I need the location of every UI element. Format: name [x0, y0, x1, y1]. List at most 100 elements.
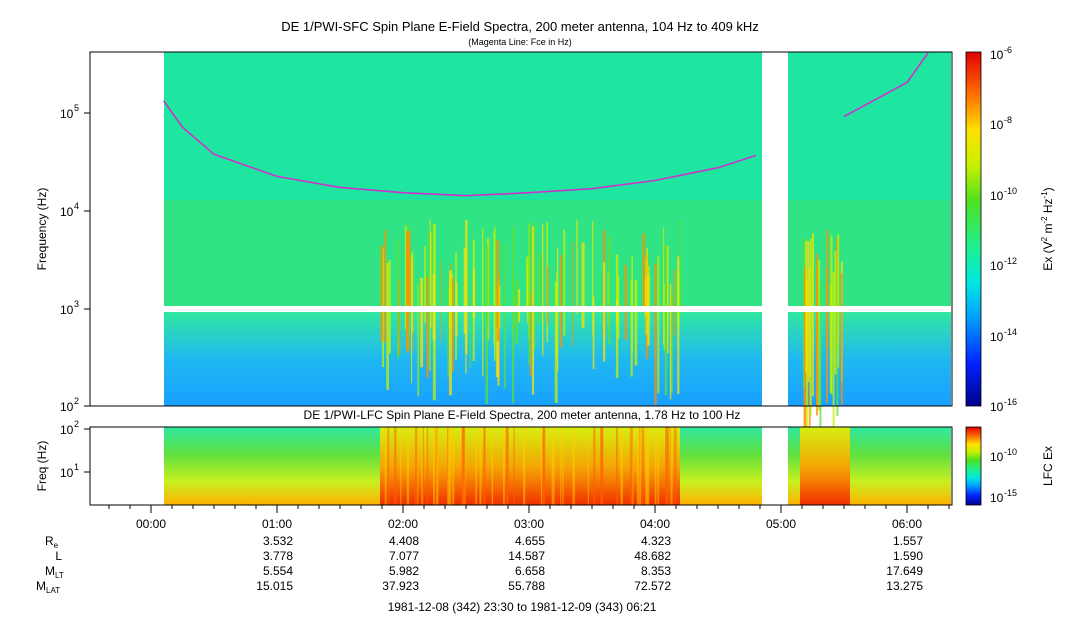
svg-text:-15: -15 [1004, 488, 1017, 498]
ephemeris-value: 14.587 [508, 549, 545, 563]
ephemeris-value: 48.682 [634, 549, 671, 563]
cbar-tick-1e-12: 10 -12 [990, 256, 1017, 273]
emission-streak [663, 284, 665, 351]
emission-streak [518, 289, 521, 323]
emission-streak [834, 251, 837, 375]
lfc-streak [645, 427, 648, 505]
ephemeris-row-label: MLAT [36, 579, 60, 595]
svg-text:-14: -14 [1004, 327, 1017, 337]
fce-line [162, 100, 757, 197]
emission-streak [592, 221, 594, 336]
lfc-streak [616, 427, 618, 505]
emission-streak [677, 272, 680, 327]
lfc-streak [560, 427, 562, 505]
svg-text:10: 10 [60, 466, 74, 480]
lfc-streak [506, 427, 509, 505]
lfc-streak [421, 427, 423, 505]
svg-text:10: 10 [60, 107, 74, 121]
emission-streak [408, 230, 411, 314]
lfc-streak [600, 427, 603, 505]
emission-streak [463, 247, 467, 334]
svg-text:10: 10 [60, 205, 74, 219]
ephemeris-value: 4.323 [641, 534, 671, 548]
sfc-colorbar: 10 -6 10 -8 10 -10 10 -12 10 -14 10 -16 Ex (V2… [965, 45, 1055, 414]
time-axis: 00:00 01:00 02:00 03:00 04:00 05:00 06:00 [90, 504, 952, 531]
ephemeris-row-label: MLT [45, 564, 64, 580]
sfc-spectrum-green-band [164, 200, 762, 306]
emission-streak [581, 242, 585, 329]
sfc-colorbar-label: Ex (V2 m-2 Hz-1) [1040, 187, 1055, 270]
emission-streak [449, 270, 452, 396]
emission-streak [465, 220, 468, 355]
lfc-streak [572, 427, 575, 505]
ephemeris-value: 5.982 [389, 564, 419, 578]
lfc-cbar-tick-1e-10: 10 -10 [990, 447, 1017, 464]
svg-text:-16: -16 [1004, 397, 1017, 407]
sfc-y-tick-1e4: 10 4 [60, 201, 90, 219]
lfc-streak [639, 427, 642, 505]
sfc-y-tick-1e3: 10 3 [60, 299, 90, 317]
sfc-range-gap [90, 306, 952, 312]
emission-streak [826, 268, 829, 403]
emission-streak [837, 234, 840, 368]
emission-streak [482, 228, 484, 377]
svg-text:-8: -8 [1004, 115, 1012, 125]
emission-streak [426, 276, 429, 378]
emission-streak [538, 253, 542, 324]
emission-streak [563, 229, 566, 336]
emission-streak [830, 235, 833, 395]
lfc-streak [414, 427, 418, 505]
ephemeris-value: 3.532 [263, 534, 293, 548]
sfc-spectrum-low [164, 312, 762, 406]
svg-text:-10: -10 [1004, 186, 1017, 196]
lfc-streak [562, 427, 564, 505]
emission-streak [809, 238, 812, 417]
emission-streak [472, 269, 476, 318]
lfc-streak [422, 427, 424, 505]
lfc-streak [406, 427, 410, 505]
emission-streak [560, 255, 563, 348]
lfc-streak [593, 427, 596, 505]
lfc-y-axis-label: Freq (Hz) [35, 441, 49, 492]
lfc-streak [479, 427, 482, 505]
svg-text:10: 10 [990, 118, 1004, 132]
emission-streak [816, 254, 818, 407]
emission-streak [440, 262, 441, 342]
svg-text:10: 10 [990, 189, 1004, 203]
ephemeris-value: 72.572 [634, 579, 671, 593]
emission-streak [493, 231, 495, 346]
svg-text:-6: -6 [1004, 45, 1012, 55]
emission-streak [679, 221, 682, 315]
ephemeris-value: 55.788 [508, 579, 545, 593]
emission-streak [664, 244, 668, 395]
svg-text:4: 4 [74, 201, 79, 211]
lfc-streak [673, 427, 677, 505]
cbar-tick-1e-10: 10 -10 [990, 186, 1017, 203]
emission-streak [452, 277, 454, 372]
ephemeris-value: 13.275 [886, 579, 923, 593]
ephemeris-value: 1.557 [893, 534, 923, 548]
emission-streak [670, 294, 673, 393]
cbar-tick-1e-8: 10 -8 [990, 115, 1012, 132]
svg-text:1: 1 [74, 462, 79, 472]
emission-streak [669, 283, 672, 400]
emission-streak [624, 264, 628, 340]
emission-streak [673, 269, 675, 336]
emission-streak [811, 233, 814, 397]
time-tick-label: 04:00 [640, 517, 670, 531]
time-tick-label: 00:00 [136, 517, 166, 531]
emission-streak [666, 246, 669, 354]
time-tick-label: 01:00 [262, 517, 292, 531]
lfc-streak [436, 427, 439, 505]
lfc-streak [646, 427, 650, 505]
lfc-streak [620, 427, 623, 505]
ephemeris-value: 8.353 [641, 564, 671, 578]
sfc-spectrum-green-band-2 [788, 200, 951, 306]
ephemeris-value: 5.554 [263, 564, 293, 578]
ephemeris-value: 4.655 [515, 534, 545, 548]
emission-streak [642, 233, 645, 313]
time-tick-label: 02:00 [388, 517, 418, 531]
svg-text:10: 10 [990, 259, 1004, 273]
emission-streak [818, 260, 821, 411]
